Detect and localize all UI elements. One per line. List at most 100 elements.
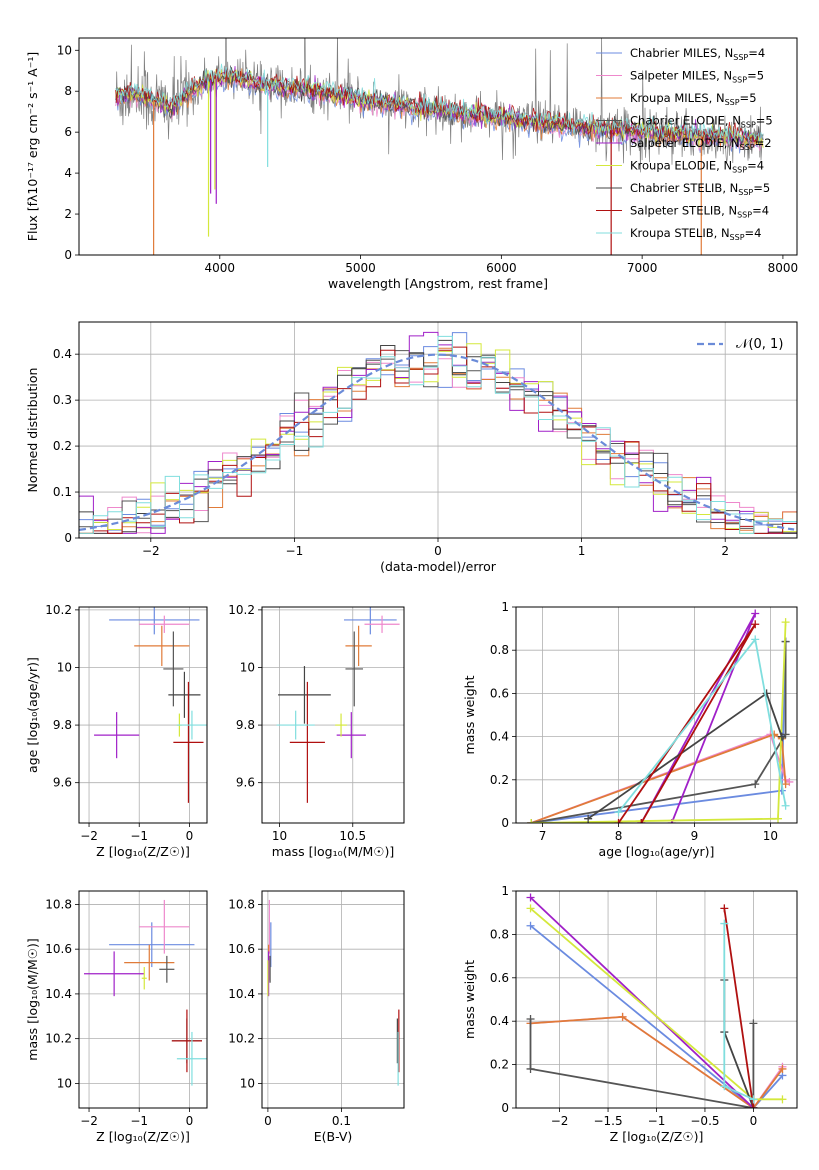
mass-weight-marker bbox=[749, 1019, 758, 1028]
y-tick-label: 6 bbox=[64, 125, 72, 139]
normal-curve bbox=[79, 353, 795, 531]
x-axis-label: Z [log₁₀(Z/Z☉)] bbox=[610, 1129, 704, 1144]
y-tick-label: 2 bbox=[64, 207, 72, 221]
axes-frame bbox=[515, 606, 798, 824]
legend-entry: Salpeter ELODIE, NSSP=2 bbox=[630, 136, 772, 152]
legend-entry: Kroupa STELIB, NSSP=4 bbox=[630, 226, 762, 242]
mass-weight-marker bbox=[751, 620, 760, 629]
legend-entry: Chabrier MILES, NSSP=4 bbox=[630, 46, 765, 62]
y-tick-label: 9.8 bbox=[53, 718, 72, 732]
x-tick-label: 0 bbox=[434, 544, 442, 558]
panel-age-vs-Z: −2 −1 0 9.6 9.8 10 10.2 Z [log₁₀(Z/Z☉)] age [log… bbox=[25, 603, 208, 859]
x-tick-label: −1 bbox=[130, 1114, 148, 1128]
x-tick-label: −1 bbox=[130, 829, 148, 843]
mass-weight-marker bbox=[777, 732, 786, 741]
x-tick-label: −2 bbox=[80, 1114, 98, 1128]
x-tick-label: 5000 bbox=[345, 261, 376, 275]
y-tick-label: 10 bbox=[57, 660, 72, 674]
x-axis-label: Z [log₁₀(Z/Z☉)] bbox=[96, 844, 190, 859]
mass-weight-line-7 bbox=[723, 908, 755, 1108]
x-tick-label: 1 bbox=[578, 544, 586, 558]
y-axis-label: age [log₁₀(age/yr)] bbox=[25, 657, 40, 773]
mass-weight-marker bbox=[526, 1015, 535, 1024]
y-tick-label: 0.3 bbox=[53, 393, 72, 407]
plot-area bbox=[94, 607, 207, 803]
panel-massweight-vs-age: 7 8 9 10 0 0.2 0.4 0.6 0.8 1 age [log₁₀(age/yr)] ma… bbox=[462, 600, 798, 859]
y-tick-label: 0.1 bbox=[53, 485, 72, 499]
model-spectrum-8 bbox=[115, 63, 764, 144]
mass-weight-line-2 bbox=[530, 1015, 784, 1108]
histogram-series-8 bbox=[79, 335, 797, 534]
mass-weight-line-3 bbox=[529, 1019, 755, 1108]
mass-weight-marker bbox=[720, 919, 729, 928]
x-tick-label: 4000 bbox=[205, 261, 236, 275]
mass-weight-marker bbox=[749, 1095, 758, 1104]
y-tick-label: 0.4 bbox=[490, 730, 509, 744]
panel-massweight-vs-Z: −2 −1.5 −1 −0.5 0 0 0.2 0.4 0.6 0.8 1 Z [log₁₀(Z/Z☉… bbox=[462, 884, 798, 1144]
x-tick-label: −1.5 bbox=[593, 1114, 622, 1128]
plot-area bbox=[115, 38, 764, 255]
x-axis-label: age [log₁₀(age/yr)] bbox=[599, 844, 715, 859]
plot-area bbox=[526, 893, 787, 1108]
y-tick-label: 10.8 bbox=[228, 897, 255, 911]
y-tick-label: 0 bbox=[501, 1101, 509, 1115]
x-tick-label: −2 bbox=[142, 544, 160, 558]
y-tick-label: 10 bbox=[57, 43, 72, 57]
mass-weight-marker bbox=[637, 819, 646, 823]
panel-age-vs-mass: 10 10.5 9.6 9.8 10 10.2 mass [log₁₀(M/M☉)] bbox=[228, 603, 405, 859]
x-tick-label: −1 bbox=[648, 1114, 666, 1128]
mass-weight-line-3 bbox=[531, 641, 787, 823]
y-tick-label: 0.4 bbox=[53, 347, 72, 361]
x-tick-label: 8 bbox=[615, 829, 623, 843]
normal-legend-label: 𝒩(0, 1) bbox=[736, 337, 783, 352]
x-tick-label: 10.5 bbox=[339, 829, 366, 843]
mass-weight-marker bbox=[781, 780, 790, 789]
mass-weight-marker bbox=[770, 730, 779, 739]
mass-weight-marker bbox=[762, 689, 771, 698]
y-axis-label: mass weight bbox=[462, 960, 477, 1039]
x-tick-label: 0 bbox=[186, 1114, 194, 1128]
x-tick-label: 10 bbox=[763, 829, 778, 843]
x-tick-label: 10 bbox=[272, 829, 287, 843]
y-tick-label: 0.6 bbox=[490, 971, 509, 985]
x-tick-label: −2 bbox=[80, 829, 98, 843]
mass-weight-marker bbox=[618, 1012, 627, 1021]
x-tick-label: 0 bbox=[750, 1114, 758, 1128]
plot-area bbox=[79, 331, 797, 534]
y-tick-label: 1 bbox=[501, 884, 509, 898]
y-tick-label: 10.4 bbox=[228, 987, 255, 1001]
x-axis-label: wavelength [Angstrom, rest frame] bbox=[328, 276, 548, 291]
legend-entry: Salpeter STELIB, NSSP=4 bbox=[630, 204, 769, 220]
mass-weight-marker bbox=[781, 801, 790, 810]
y-axis-label: Flux [fλ10⁻¹⁷ erg cm⁻² s⁻¹ A⁻¹] bbox=[25, 52, 40, 241]
x-axis-label: mass [log₁₀(M/M☉)] bbox=[272, 844, 394, 859]
mass-weight-marker bbox=[526, 921, 535, 930]
x-tick-label: 0.1 bbox=[332, 1114, 351, 1128]
mass-weight-line-0 bbox=[531, 641, 787, 823]
y-tick-label: 4 bbox=[64, 166, 72, 180]
plot-area bbox=[276, 607, 400, 803]
x-tick-label: 7000 bbox=[627, 261, 658, 275]
mass-weight-marker bbox=[778, 1095, 787, 1104]
axes-frame bbox=[261, 606, 405, 824]
mass-weight-marker bbox=[778, 1064, 787, 1073]
legend-entry: Kroupa ELODIE, NSSP=4 bbox=[630, 159, 764, 175]
y-tick-label: 10 bbox=[240, 660, 255, 674]
mass-weight-marker bbox=[720, 904, 729, 913]
x-axis-label: E(B-V) bbox=[314, 1129, 353, 1144]
y-tick-label: 10.6 bbox=[228, 942, 255, 956]
axes-frame bbox=[261, 890, 405, 1109]
mass-weight-marker bbox=[751, 609, 760, 618]
mass-weight-marker bbox=[526, 893, 535, 902]
mass-weight-marker bbox=[584, 814, 593, 823]
mass-weight-line-2 bbox=[530, 733, 787, 823]
y-tick-label: 0 bbox=[64, 531, 72, 545]
x-tick-label: −2 bbox=[551, 1114, 569, 1128]
y-tick-label: 0.6 bbox=[490, 686, 509, 700]
x-tick-label: 8000 bbox=[768, 261, 799, 275]
plot-area bbox=[527, 609, 794, 823]
mass-weight-line-6 bbox=[587, 691, 783, 820]
mass-weight-marker bbox=[751, 780, 760, 789]
y-tick-label: 0.4 bbox=[490, 1014, 509, 1028]
